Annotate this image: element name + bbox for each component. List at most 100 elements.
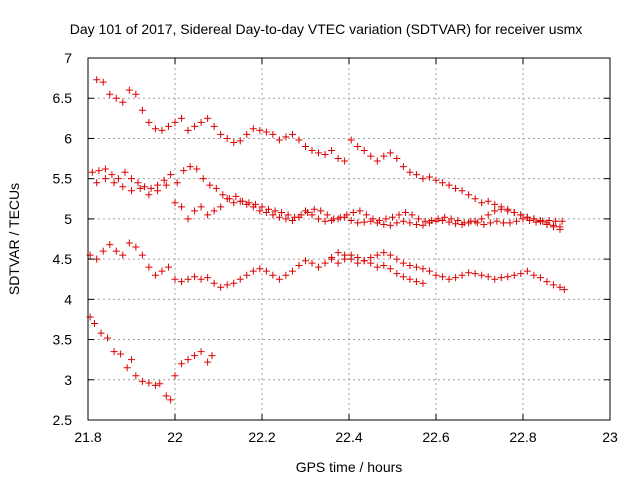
data-point bbox=[432, 176, 440, 184]
data-point bbox=[308, 147, 316, 155]
data-point bbox=[452, 220, 460, 228]
x-axis-label: GPS time / hours bbox=[296, 459, 403, 475]
data-point bbox=[386, 149, 394, 157]
data-point bbox=[321, 259, 329, 267]
data-point bbox=[465, 191, 473, 199]
data-point bbox=[558, 217, 566, 225]
data-point bbox=[275, 275, 283, 283]
data-point bbox=[399, 163, 407, 171]
data-point bbox=[145, 191, 153, 199]
chart-title: Day 101 of 2017, Sidereal Day-to-day VTE… bbox=[70, 21, 583, 37]
data-point bbox=[197, 203, 205, 211]
data-point bbox=[162, 392, 170, 400]
data-point bbox=[219, 191, 227, 199]
series-arc-low-sub bbox=[328, 251, 427, 287]
data-point bbox=[271, 207, 279, 215]
data-point bbox=[275, 136, 283, 144]
data-point bbox=[173, 179, 181, 187]
data-point bbox=[249, 267, 257, 275]
data-point bbox=[308, 211, 316, 219]
data-point bbox=[556, 225, 564, 233]
data-point bbox=[347, 251, 355, 259]
data-point bbox=[334, 155, 342, 163]
data-point bbox=[278, 208, 286, 216]
data-point bbox=[186, 163, 194, 171]
data-point bbox=[132, 372, 140, 380]
data-point bbox=[217, 130, 225, 138]
data-point bbox=[519, 215, 527, 223]
data-point bbox=[93, 179, 101, 187]
ticks-layer: 21.8 22 22.2 22.4 22.6 22.8 23 2.5 3 3.5 4 4.5 5 5.5 6… bbox=[53, 50, 618, 445]
data-point bbox=[295, 262, 303, 270]
data-point bbox=[223, 195, 231, 203]
data-point bbox=[491, 207, 499, 215]
data-point bbox=[367, 152, 375, 160]
y-tick-label: 4 bbox=[64, 291, 72, 307]
data-point bbox=[549, 223, 557, 231]
data-point bbox=[360, 147, 368, 155]
data-point bbox=[178, 203, 186, 211]
data-point bbox=[419, 279, 427, 287]
data-point bbox=[552, 217, 560, 225]
data-point bbox=[302, 257, 309, 265]
data-point bbox=[191, 207, 199, 215]
data-point bbox=[230, 279, 238, 287]
data-point bbox=[406, 168, 414, 176]
data-point bbox=[151, 125, 159, 133]
data-point bbox=[504, 205, 512, 213]
data-point bbox=[373, 263, 381, 271]
y-tick-label: 5.5 bbox=[53, 171, 73, 187]
series-arc-bottom bbox=[86, 313, 216, 404]
data-point bbox=[99, 78, 107, 86]
data-point bbox=[412, 278, 420, 286]
x-tick-label: 22.4 bbox=[335, 429, 362, 445]
data-point bbox=[328, 255, 336, 263]
data-point bbox=[373, 251, 381, 259]
data-point bbox=[341, 157, 349, 165]
data-point bbox=[419, 265, 427, 273]
data-point bbox=[119, 183, 127, 191]
data-point bbox=[197, 275, 205, 283]
data-point bbox=[341, 213, 349, 221]
data-point bbox=[249, 125, 257, 133]
data-point bbox=[393, 270, 401, 278]
data-point bbox=[178, 278, 186, 286]
data-point bbox=[323, 211, 331, 219]
data-point bbox=[480, 221, 488, 229]
data-point bbox=[491, 200, 499, 208]
data-point bbox=[399, 217, 407, 225]
data-point bbox=[478, 199, 486, 207]
data-point bbox=[112, 94, 120, 102]
data-point bbox=[236, 137, 244, 145]
data-point bbox=[452, 184, 460, 192]
data-point bbox=[484, 273, 492, 281]
data-point bbox=[145, 379, 153, 387]
data-point bbox=[389, 213, 396, 221]
data-point bbox=[132, 243, 140, 251]
data-point bbox=[415, 215, 423, 223]
data-point bbox=[354, 142, 362, 150]
data-point bbox=[315, 149, 323, 157]
data-point bbox=[402, 208, 410, 216]
y-tick-label: 4.5 bbox=[53, 251, 73, 267]
data-point bbox=[439, 179, 447, 187]
data-point bbox=[151, 271, 159, 279]
data-point bbox=[373, 219, 381, 227]
data-point bbox=[282, 215, 290, 223]
data-point bbox=[180, 167, 188, 175]
data-point bbox=[408, 211, 416, 219]
data-point bbox=[151, 381, 159, 389]
data-point bbox=[284, 211, 292, 219]
data-point bbox=[393, 155, 401, 163]
data-point bbox=[230, 138, 238, 146]
data-point bbox=[497, 274, 505, 282]
data-point bbox=[386, 251, 394, 259]
data-point bbox=[132, 90, 140, 98]
data-point bbox=[549, 281, 557, 289]
data-point bbox=[204, 211, 212, 219]
data-point bbox=[158, 126, 166, 134]
data-point bbox=[171, 199, 179, 207]
data-point bbox=[356, 207, 364, 215]
